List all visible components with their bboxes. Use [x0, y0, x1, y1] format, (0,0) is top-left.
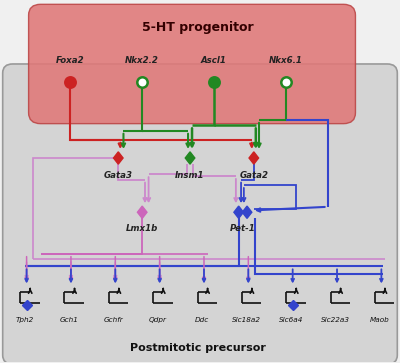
Polygon shape	[242, 206, 252, 219]
Text: Gata2: Gata2	[239, 171, 268, 180]
Text: Pet-1: Pet-1	[230, 224, 256, 233]
Text: Maob: Maob	[370, 317, 389, 323]
Text: Ddc: Ddc	[195, 317, 209, 323]
Text: Foxa2: Foxa2	[56, 56, 85, 65]
Text: Ascl1: Ascl1	[201, 56, 227, 65]
Text: Tph2: Tph2	[16, 317, 34, 323]
Polygon shape	[234, 206, 244, 219]
Polygon shape	[249, 152, 258, 164]
Text: Gata3: Gata3	[104, 171, 133, 180]
Polygon shape	[114, 152, 123, 164]
Text: Slc6a4: Slc6a4	[278, 317, 303, 323]
Text: Gchfr: Gchfr	[104, 317, 123, 323]
Text: Lmx1b: Lmx1b	[126, 224, 158, 233]
Polygon shape	[185, 152, 195, 164]
FancyBboxPatch shape	[28, 4, 356, 124]
Text: Nkx2.2: Nkx2.2	[125, 56, 159, 65]
Text: Qdpr: Qdpr	[149, 317, 167, 323]
FancyBboxPatch shape	[3, 64, 397, 363]
Text: Gch1: Gch1	[60, 317, 78, 323]
Text: Nkx6.1: Nkx6.1	[269, 56, 303, 65]
Text: Insm1: Insm1	[175, 171, 205, 180]
Text: Slc18a2: Slc18a2	[232, 317, 261, 323]
Polygon shape	[138, 206, 147, 219]
Text: Postmitotic precursor: Postmitotic precursor	[130, 343, 266, 353]
Text: 5-HT progenitor: 5-HT progenitor	[142, 21, 254, 34]
Text: Slc22a3: Slc22a3	[320, 317, 350, 323]
